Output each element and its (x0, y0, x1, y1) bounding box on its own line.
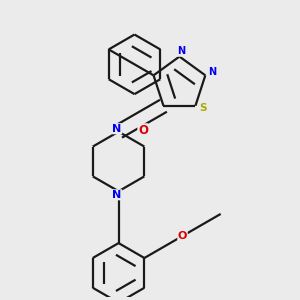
Text: S: S (199, 103, 206, 113)
Text: N: N (112, 190, 122, 200)
Text: O: O (178, 231, 187, 241)
Text: N: N (208, 68, 216, 77)
Text: N: N (112, 124, 122, 134)
Text: N: N (177, 46, 185, 56)
Text: O: O (138, 124, 148, 137)
